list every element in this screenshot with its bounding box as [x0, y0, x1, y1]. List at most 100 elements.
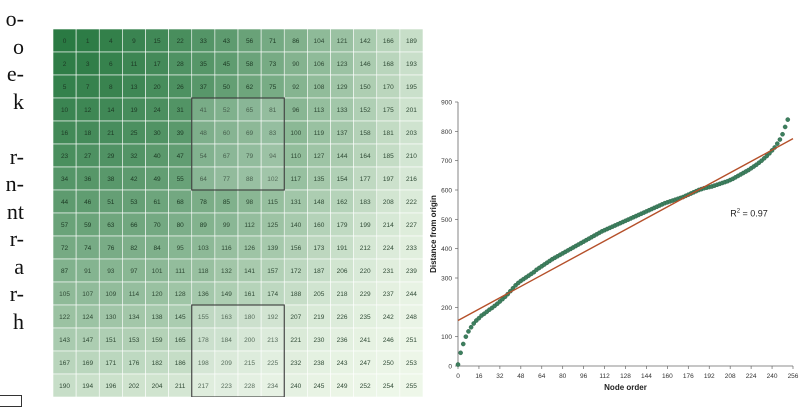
- heatmap-cell-label: 201: [406, 107, 417, 114]
- heatmap-cell-label: 88: [246, 176, 254, 183]
- heatmap-cell-label: 251: [406, 337, 417, 344]
- heatmap-cell-label: 241: [360, 337, 371, 344]
- heatmap-cell-label: 52: [223, 107, 231, 114]
- heatmap-cell-label: 94: [269, 153, 277, 160]
- heatmap-cell-label: 66: [130, 222, 138, 229]
- heatmap-cell-label: 248: [406, 314, 417, 321]
- heatmap-cell-label: 207: [290, 314, 301, 321]
- heatmap-cell-label: 48: [200, 130, 208, 137]
- heatmap-cell-label: 224: [383, 245, 394, 252]
- heatmap-cell-label: 25: [130, 130, 138, 137]
- side-text-line: r-: [9, 143, 24, 169]
- heatmap-cell-label: 21: [107, 130, 115, 137]
- heatmap-cell-label: 203: [406, 130, 417, 137]
- heatmap-cell-label: 198: [198, 360, 209, 367]
- heatmap-cell-label: 143: [59, 337, 70, 344]
- heatmap-cell-label: 46: [84, 199, 92, 206]
- heatmap-cell-label: 254: [383, 383, 394, 390]
- heatmap-cell-label: 219: [314, 314, 325, 321]
- heatmap-cell-label: 255: [406, 383, 417, 390]
- heatmap-cell-label: 96: [292, 107, 300, 114]
- heatmap-cell-label: 73: [269, 61, 277, 68]
- heatmap-cell-label: 197: [383, 176, 394, 183]
- heatmap-cell-label: 95: [177, 245, 185, 252]
- heatmap-cell-label: 18: [84, 130, 92, 137]
- heatmap-cell-label: 34: [61, 176, 69, 183]
- heatmap-cell-label: 145: [175, 314, 186, 321]
- heatmap-cell-label: 45: [223, 61, 231, 68]
- heatmap-cell-label: 67: [223, 153, 231, 160]
- heatmap-cell-label: 208: [383, 199, 394, 206]
- heatmap-cell-label: 11: [131, 61, 138, 68]
- heatmap-cell-label: 4: [109, 38, 113, 45]
- heatmap-cell-label: 71: [269, 38, 277, 45]
- y-tick-label: 500: [441, 217, 452, 224]
- heatmap-cell-label: 77: [223, 176, 231, 183]
- heatmap-cell-label: 85: [223, 199, 231, 206]
- heatmap-cell-label: 247: [360, 360, 371, 367]
- heatmap-cell-label: 137: [337, 130, 348, 137]
- y-axis-label: Distance from origin: [429, 195, 438, 273]
- heatmap-cell-label: 61: [153, 199, 161, 206]
- heatmap-cell-label: 98: [246, 199, 254, 206]
- heatmap-cell-label: 109: [105, 291, 116, 298]
- heatmap-cell-label: 206: [337, 268, 348, 275]
- heatmap-cell-label: 31: [177, 107, 185, 114]
- heatmap-cell-label: 3: [86, 61, 90, 68]
- heatmap-cell-label: 101: [152, 268, 163, 275]
- side-text-line: a: [14, 253, 24, 279]
- heatmap-cell-label: 72: [61, 245, 69, 252]
- heatmap-cell-label: 151: [105, 337, 116, 344]
- heatmap-cell-label: 99: [223, 222, 231, 229]
- heatmap-cell-label: 100: [290, 130, 301, 137]
- x-axis-label: Node order: [604, 383, 647, 392]
- heatmap-cell-label: 209: [221, 360, 232, 367]
- heatmap-cell-label: 133: [337, 107, 348, 114]
- heatmap-cell-label: 173: [314, 245, 325, 252]
- heatmap-cell-label: 162: [337, 199, 348, 206]
- heatmap-cell-label: 147: [82, 337, 93, 344]
- x-tick-label: 128: [620, 373, 631, 380]
- heatmap-cell-label: 161: [244, 291, 255, 298]
- heatmap-cell-label: 83: [269, 130, 277, 137]
- heatmap-cell-label: 238: [314, 360, 325, 367]
- heatmap-cell-label: 97: [130, 268, 138, 275]
- heatmap-cell-label: 121: [337, 38, 348, 45]
- data-point: [780, 131, 785, 137]
- heatmap-cell-label: 22: [177, 38, 185, 45]
- x-tick-label: 224: [746, 373, 757, 380]
- heatmap-cell-label: 74: [84, 245, 92, 252]
- heatmap-cell-label: 130: [105, 314, 116, 321]
- heatmap-cell-label: 155: [198, 314, 209, 321]
- side-text-line: h: [13, 308, 24, 334]
- heatmap-cell-label: 115: [268, 199, 279, 206]
- heatmap-cell-label: 194: [82, 383, 93, 390]
- heatmap-cell-label: 167: [59, 360, 70, 367]
- data-point: [460, 341, 466, 347]
- heatmap-cell-label: 60: [223, 130, 231, 137]
- side-text-line: n-: [5, 171, 24, 196]
- data-point: [468, 324, 474, 330]
- heatmap-cell-label: 236: [337, 337, 348, 344]
- heatmap-cell-label: 126: [244, 245, 255, 252]
- heatmap-cell-label: 1: [86, 38, 90, 45]
- heatmap-cell-label: 204: [152, 383, 163, 390]
- heatmap-cell-label: 223: [221, 383, 232, 390]
- heatmap-cell-label: 7: [86, 84, 90, 91]
- heatmap-cell-label: 35: [200, 61, 208, 68]
- heatmap-cell-label: 172: [290, 268, 301, 275]
- heatmap-cell-label: 163: [221, 314, 232, 321]
- heatmap-cell-label: 205: [314, 291, 325, 298]
- heatmap-cell-label: 225: [267, 360, 278, 367]
- heatmap-cell-label: 152: [360, 107, 371, 114]
- heatmap-cell-label: 159: [152, 337, 163, 344]
- heatmap-cell-label: 120: [152, 291, 163, 298]
- heatmap-cell-label: 231: [383, 268, 394, 275]
- heatmap-cell-label: 218: [337, 291, 348, 298]
- heatmap-cell-label: 92: [292, 84, 300, 91]
- heatmap-cell: [399, 373, 423, 397]
- heatmap-cell-label: 80: [177, 222, 185, 229]
- heatmap-cell-label: 142: [360, 38, 371, 45]
- heatmap-cell-label: 135: [314, 176, 325, 183]
- heatmap-cell-label: 118: [198, 268, 209, 275]
